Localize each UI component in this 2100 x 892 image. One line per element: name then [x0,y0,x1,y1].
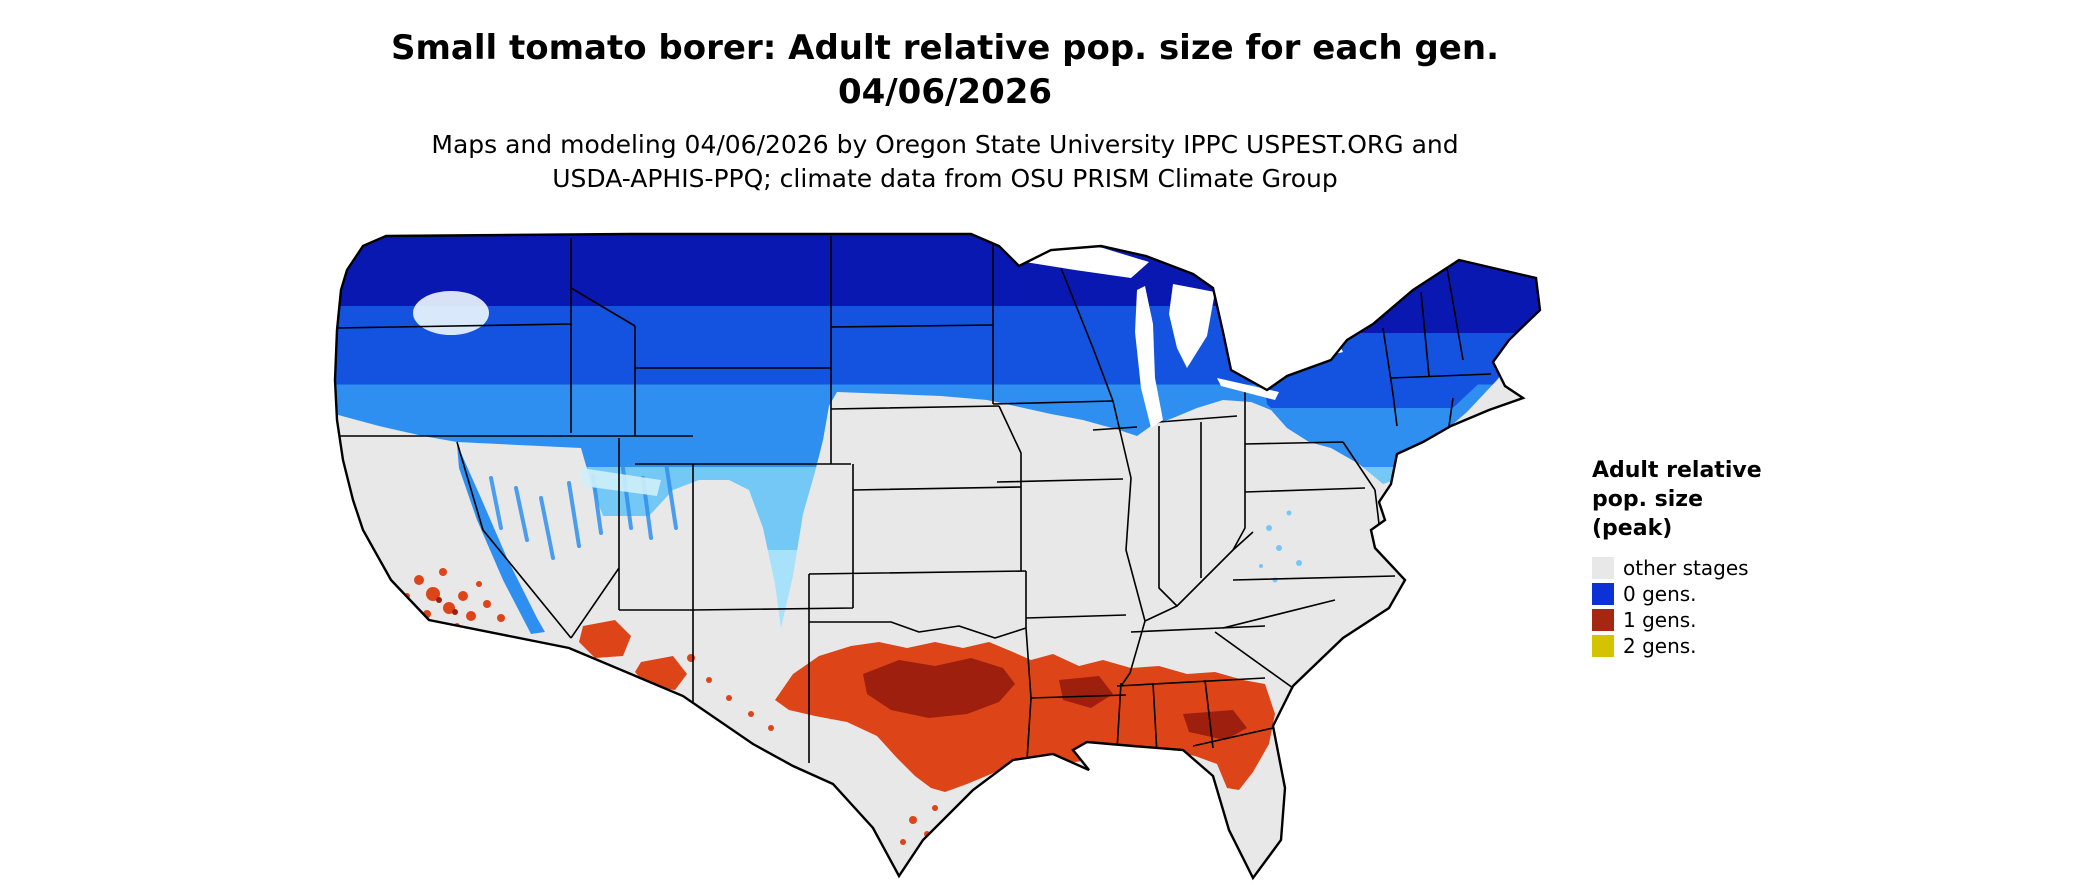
region-2-gens [1207,874,1235,878]
legend-label-0-gens: 0 gens. [1623,582,1697,606]
lake-huron [1169,284,1215,368]
region-0-gens-basin-speckles [489,461,678,560]
subtitle-line2: USDA-APHIS-PPQ; climate data from OSU PR… [552,164,1338,193]
pale-patch-snake-plain [581,468,661,496]
subtitle-line1: Maps and modeling 04/06/2026 by Oregon S… [431,130,1459,159]
subtitle: Maps and modeling 04/06/2026 by Oregon S… [0,128,1890,196]
legend-item-other-stages: other stages [1592,555,1762,581]
legend-label-1-gens: 1 gens. [1623,608,1697,632]
legend-swatch-0-gens [1592,583,1614,605]
legend-title-line1: Adult relative [1592,458,1762,483]
page-title-line1: Small tomato borer: Adult relative pop. … [391,28,1499,68]
legend-item-2-gens: 2 gens. [1592,633,1762,659]
us-map-svg [333,232,1542,880]
legend-items: other stages 0 gens. 1 gens. 2 gens. [1592,555,1762,659]
legend-item-0-gens: 0 gens. [1592,581,1762,607]
lake-michigan [1135,286,1163,428]
legend-item-1-gens: 1 gens. [1592,607,1762,633]
legend-swatch-1-gens [1592,609,1614,631]
lake-erie [1217,378,1279,400]
legend-title-line2: pop. size [1592,487,1703,512]
legend-label-other-stages: other stages [1623,556,1749,580]
legend-title: Adult relative pop. size (peak) [1592,456,1762,543]
us-map [331,228,1551,884]
legend-swatch-other-stages [1592,557,1614,579]
region-1-gens-dark [436,597,1247,740]
region-0-gens-appalachian-speckles [1259,510,1302,583]
legend-swatch-2-gens [1592,635,1614,657]
pale-patch-columbia-basin [413,291,489,335]
legend: Adult relative pop. size (peak) other st… [1592,456,1762,659]
state-borders [336,236,1492,763]
legend-label-2-gens: 2 gens. [1623,634,1697,658]
page-title-line2: 04/06/2026 [837,72,1053,112]
region-0-gens-northeast [1259,234,1540,450]
legend-title-line3: (peak) [1592,516,1673,541]
header: Small tomato borer: Adult relative pop. … [0,26,1890,196]
